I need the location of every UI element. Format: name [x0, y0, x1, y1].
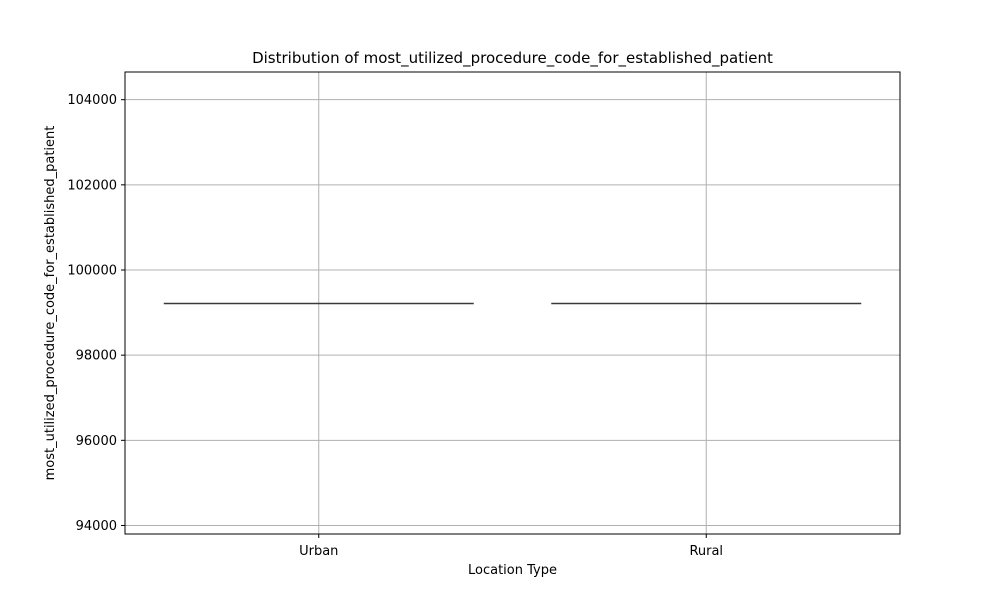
y-tick-label: 98000	[76, 349, 117, 364]
y-tick-label: 102000	[67, 178, 117, 193]
plot-frame	[124, 71, 901, 535]
y-tick-label: 100000	[67, 264, 117, 279]
y-tick-label: 94000	[76, 519, 117, 534]
x-tick-label-rural: Rural	[689, 544, 723, 559]
y-axis-label: most_utilized_procedure_code_for_establi…	[43, 126, 58, 481]
grid	[125, 72, 900, 534]
axis-ticks: 94000 96000 98000 100000 102000 104000 Urban Ru…	[67, 93, 723, 559]
x-axis-label: Location Type	[468, 563, 557, 578]
y-tick-label: 96000	[76, 434, 117, 449]
x-tick-label-urban: Urban	[299, 544, 338, 559]
chart-title: Distribution of most_utilized_procedure_…	[252, 49, 773, 68]
y-tick-label: 104000	[67, 93, 117, 108]
